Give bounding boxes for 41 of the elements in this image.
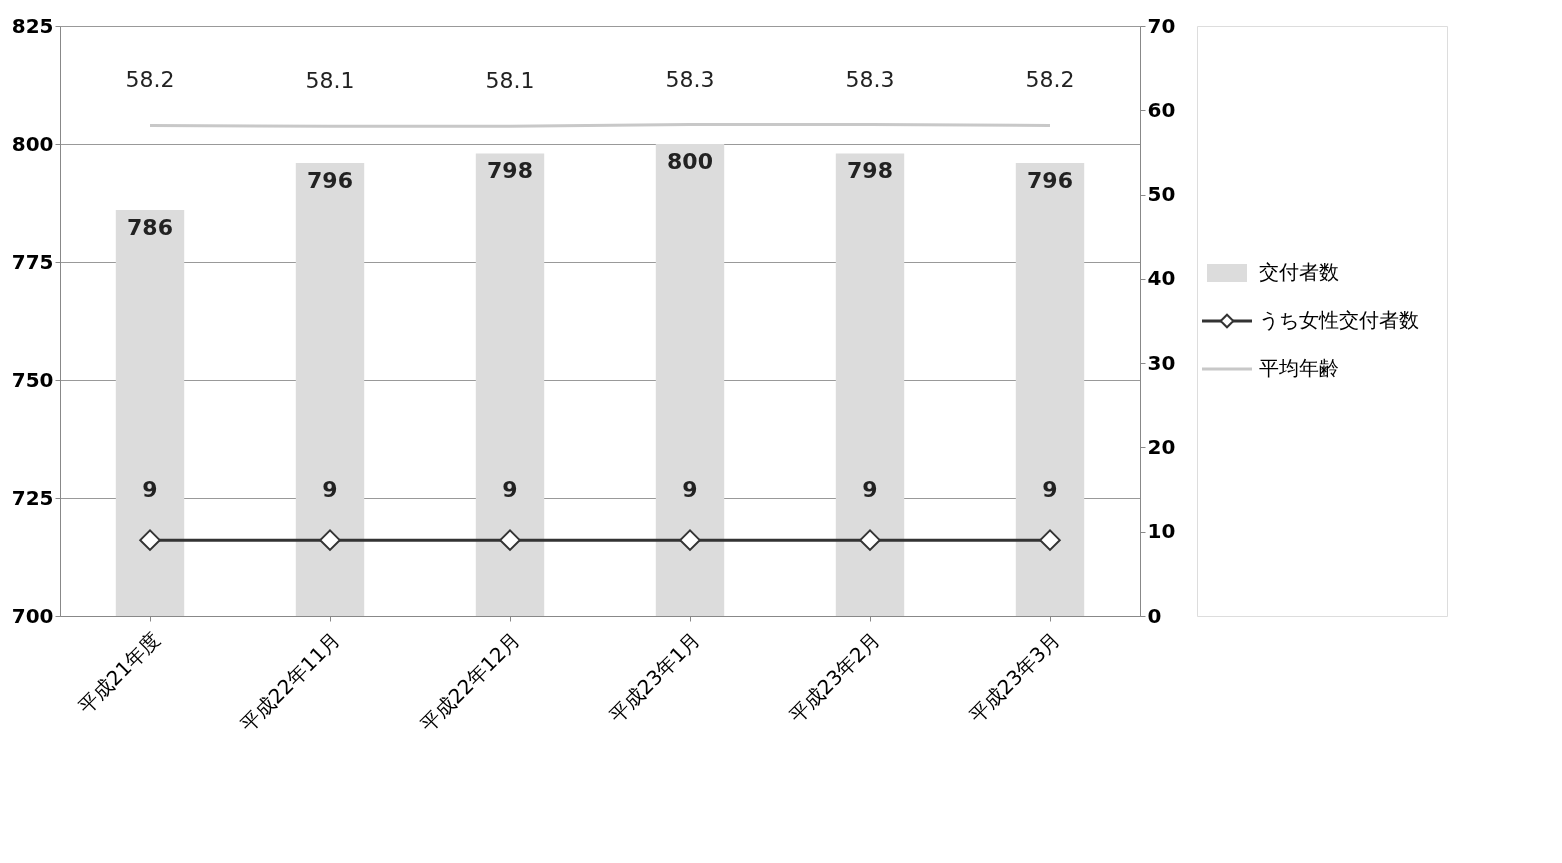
x-tick-label: 平成23年2月 [784, 627, 885, 728]
data-label: 9 [682, 477, 698, 503]
y-tick-label: 825 [11, 13, 54, 38]
x-tick-label: 平成23年3月 [964, 627, 1065, 728]
data-label: 9 [862, 477, 878, 503]
x-tick-label: 平成22年11月 [235, 627, 345, 737]
y2-tick-label: 60 [1147, 97, 1176, 122]
legend-label: うち女性交付者数 [1259, 308, 1419, 332]
y-tick-label: 775 [11, 249, 54, 274]
x-tick-label: 平成21年度 [73, 627, 165, 719]
data-label: 9 [502, 477, 518, 503]
data-label: 796 [1027, 167, 1073, 193]
y2-tick-label: 10 [1147, 519, 1176, 544]
data-label: 796 [307, 167, 353, 193]
data-label: 9 [322, 477, 338, 503]
y2-tick-label: 40 [1147, 266, 1176, 291]
data-label: 58.2 [1025, 67, 1075, 93]
legend-label: 交付者数 [1259, 260, 1339, 284]
data-label: 58.3 [665, 66, 715, 92]
y-tick-label: 700 [11, 603, 54, 628]
data-label: 58.2 [125, 67, 175, 93]
x-tick-label: 平成22年12月 [415, 627, 525, 737]
data-label: 798 [487, 158, 533, 184]
data-label: 58.1 [485, 68, 535, 94]
y2-tick-label: 20 [1147, 434, 1176, 459]
data-label: 9 [1042, 477, 1058, 503]
data-label: 9 [142, 477, 158, 503]
data-label: 798 [847, 158, 893, 184]
y2-tick-label: 0 [1147, 603, 1162, 628]
y2-tick-label: 30 [1147, 350, 1176, 375]
y2-tick-label: 70 [1147, 13, 1176, 38]
data-label: 58.3 [845, 66, 895, 92]
legend-label: 平均年齢 [1259, 356, 1339, 380]
data-label: 58.1 [305, 68, 355, 94]
y-tick-label: 750 [11, 367, 54, 392]
data-label: 786 [127, 215, 173, 241]
x-tick-label: 平成23年1月 [604, 627, 705, 728]
y2-tick-label: 50 [1147, 182, 1176, 207]
data-label: 800 [667, 149, 713, 174]
y-tick-label: 800 [11, 131, 54, 156]
y-tick-label: 725 [11, 485, 54, 510]
